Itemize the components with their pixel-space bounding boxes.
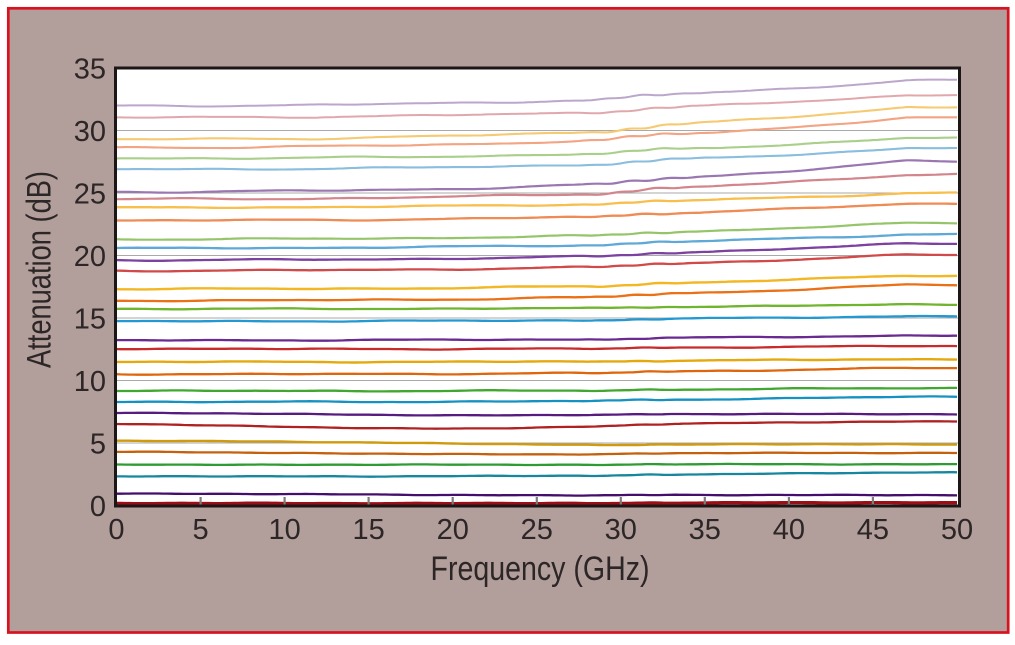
svg-text:Frequency (GHz): Frequency (GHz) <box>431 550 650 588</box>
svg-text:30: 30 <box>605 514 637 546</box>
svg-text:40: 40 <box>773 514 805 546</box>
svg-text:20: 20 <box>74 241 106 273</box>
svg-text:Attenuation (dB): Attenuation (dB) <box>20 171 58 368</box>
svg-text:0: 0 <box>90 491 106 523</box>
svg-text:45: 45 <box>857 514 889 546</box>
svg-text:25: 25 <box>74 179 106 211</box>
svg-text:0: 0 <box>108 514 124 546</box>
svg-text:5: 5 <box>90 429 106 461</box>
svg-text:10: 10 <box>74 366 106 398</box>
svg-text:35: 35 <box>689 514 721 546</box>
svg-text:5: 5 <box>193 514 209 546</box>
svg-text:25: 25 <box>521 514 553 546</box>
svg-text:10: 10 <box>268 514 300 546</box>
svg-text:30: 30 <box>74 116 106 148</box>
svg-text:15: 15 <box>352 514 384 546</box>
svg-text:35: 35 <box>74 54 106 86</box>
svg-text:20: 20 <box>437 514 469 546</box>
svg-text:15: 15 <box>74 304 106 336</box>
svg-text:50: 50 <box>941 514 973 546</box>
